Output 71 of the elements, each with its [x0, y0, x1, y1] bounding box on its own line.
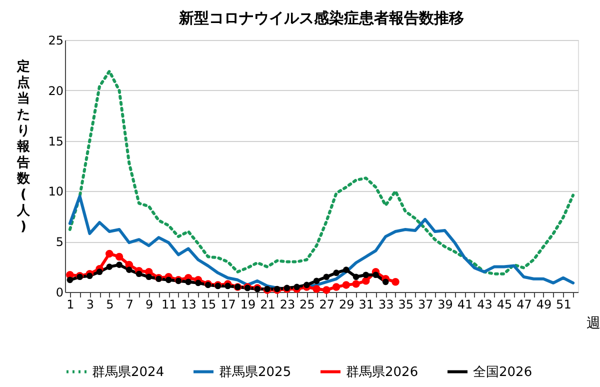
point [86, 272, 93, 280]
point [195, 280, 202, 286]
point [96, 268, 103, 275]
point [115, 252, 124, 261]
point [126, 266, 132, 273]
point [392, 278, 400, 286]
x-tick-label: 17 [220, 298, 236, 312]
x-tick-label: 25 [300, 298, 315, 312]
x-tick-label: 41 [457, 298, 473, 312]
x-tick-label: 49 [536, 298, 552, 312]
point [224, 282, 231, 290]
point [352, 280, 360, 288]
x-tick-label: 45 [496, 298, 512, 312]
point [146, 274, 152, 280]
point [304, 282, 310, 288]
x-tick-label: 35 [398, 298, 414, 312]
point [313, 278, 320, 284]
x-tick-label: 9 [146, 298, 154, 312]
x-tick-label: 27 [319, 298, 335, 312]
x-tick-label: 11 [161, 298, 177, 312]
x-axis-title: 週 [586, 316, 600, 332]
point [66, 276, 74, 284]
x-tick-label: 39 [438, 298, 453, 312]
x-tick-label: 15 [200, 298, 216, 312]
x-tick-label: 47 [516, 298, 532, 312]
legend-label: 群馬県2026 [346, 364, 418, 380]
point [362, 272, 370, 278]
point [323, 274, 330, 280]
y-tick-label: 5 [56, 235, 64, 250]
line-series [68, 70, 575, 276]
x-tick-label: 37 [418, 298, 434, 312]
x-tick-label: 1 [66, 298, 74, 312]
x-tick-label: 43 [477, 298, 492, 312]
point [106, 264, 113, 270]
x-tick-label: 19 [240, 298, 256, 312]
point [116, 262, 122, 268]
point [312, 285, 320, 293]
point [382, 278, 389, 286]
point [322, 286, 330, 294]
y-tick-label: 20 [48, 84, 64, 98]
x-tick-label: 29 [339, 298, 354, 312]
x-tick-label: 21 [260, 298, 276, 312]
chart-title: 新型コロナウイルス感染症患者報告数推移 [178, 9, 464, 27]
legend-label: 全国2026 [473, 364, 532, 380]
point [343, 266, 350, 273]
x-tick-label: 31 [358, 298, 374, 312]
y-tick-label: 25 [48, 34, 64, 48]
point [352, 274, 360, 280]
y-tick-label: 10 [48, 184, 64, 199]
point [165, 276, 172, 284]
x-tick-label: 33 [378, 298, 394, 312]
x-tick-label: 23 [280, 298, 296, 312]
point [362, 277, 370, 285]
point [185, 278, 192, 286]
x-tick-label: 3 [86, 298, 94, 312]
x-tick-label: 13 [181, 298, 196, 312]
y-tick-label: 0 [56, 286, 64, 300]
text: 定点当たり報告数(人) [17, 60, 30, 234]
point [294, 284, 300, 290]
point [106, 250, 114, 258]
point [372, 272, 379, 278]
point [332, 283, 340, 291]
point [333, 270, 340, 276]
legend-label: 群馬県2024 [92, 364, 164, 380]
y-tick-label: 15 [48, 134, 64, 148]
legend-label: 群馬県2025 [219, 364, 292, 380]
x-tick-label: 7 [126, 298, 134, 312]
point [342, 281, 350, 289]
x-tick-label: 5 [106, 298, 114, 312]
x-tick-label: 51 [556, 298, 572, 312]
point [136, 270, 142, 278]
